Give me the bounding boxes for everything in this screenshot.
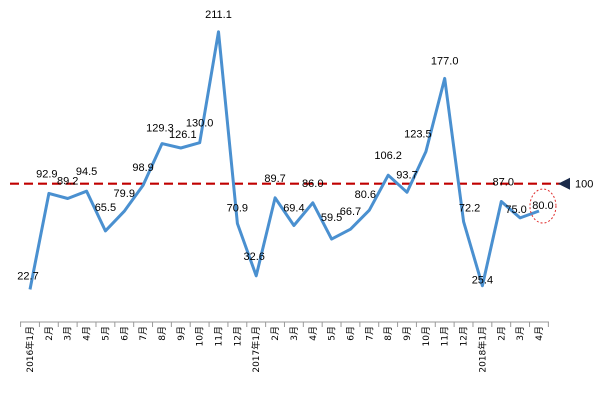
data-label: 106.2 bbox=[374, 150, 402, 162]
data-label: 69.4 bbox=[283, 203, 304, 215]
data-label: 72.2 bbox=[459, 203, 480, 215]
data-label: 70.9 bbox=[227, 202, 248, 214]
data-label: 211.1 bbox=[205, 9, 232, 21]
x-tick-label: 2月 bbox=[44, 326, 55, 341]
data-labels-group: 22.7 92.989.294.5 65.5 79.9 98.9 129.3126.113… bbox=[17, 9, 557, 287]
x-tick-label: 10月 bbox=[421, 326, 432, 346]
x-tick-label: 11月 bbox=[440, 326, 451, 346]
x-tick-label: 5月 bbox=[327, 326, 338, 341]
x-tick-label: 6月 bbox=[345, 326, 356, 341]
data-label: 80.0 bbox=[532, 200, 553, 212]
data-label: 92.9 bbox=[36, 168, 57, 180]
reference-line-group: 100 bbox=[10, 177, 593, 191]
data-label: 123.5 bbox=[404, 129, 432, 141]
data-label: 89.7 bbox=[264, 173, 285, 185]
x-tick-label: 11月 bbox=[214, 326, 225, 346]
x-tick-label: 4月 bbox=[534, 326, 545, 341]
x-tick-label: 7月 bbox=[364, 326, 375, 341]
x-tick-labels-group: 2016年1月 2月 3月 4月 5月 6月 7月 8月 9月 10月 11月 12月 2017年1月 2… bbox=[24, 326, 545, 373]
x-tick-label: 3月 bbox=[515, 326, 526, 341]
data-label: 66.7 bbox=[340, 206, 361, 218]
data-label: 65.5 bbox=[95, 202, 116, 214]
x-tick-label: 2018年1月 bbox=[476, 326, 488, 373]
x-tick-label: 9月 bbox=[176, 326, 187, 341]
data-label: 130.0 bbox=[186, 118, 214, 130]
x-tick-label: 2月 bbox=[496, 326, 507, 341]
x-tick-label: 9月 bbox=[402, 326, 413, 341]
x-tick-label: 4月 bbox=[82, 326, 93, 341]
x-tick-label: 2016年1月 bbox=[24, 326, 36, 373]
data-label: 93.7 bbox=[396, 169, 417, 181]
data-label: 22.7 bbox=[17, 270, 38, 282]
x-tick-label: 2017年1月 bbox=[250, 326, 262, 373]
reference-label: 100 bbox=[575, 179, 593, 191]
data-label: 89.2 bbox=[57, 175, 78, 187]
reference-marker-icon bbox=[558, 177, 570, 190]
x-axis bbox=[20, 321, 549, 327]
x-tick-label: 8月 bbox=[157, 326, 168, 341]
data-label: 25.4 bbox=[472, 275, 493, 287]
data-label: 86.0 bbox=[302, 178, 323, 190]
data-label: 126.1 bbox=[169, 129, 197, 141]
data-label: 80.6 bbox=[355, 189, 376, 201]
series-line bbox=[28, 30, 540, 290]
x-tick-label: 2月 bbox=[270, 326, 281, 341]
data-label: 98.9 bbox=[132, 162, 153, 174]
data-label: 59.5 bbox=[321, 212, 342, 224]
x-tick-label: 12月 bbox=[232, 326, 243, 346]
data-label: 94.5 bbox=[76, 166, 97, 178]
data-label: 79.9 bbox=[114, 188, 135, 200]
data-label: 32.6 bbox=[243, 251, 264, 263]
x-tick-label: 4月 bbox=[308, 326, 319, 341]
x-tick-label: 10月 bbox=[195, 326, 206, 346]
data-label: 75.0 bbox=[505, 204, 526, 216]
x-tick-label: 7月 bbox=[138, 326, 149, 341]
x-tick-label: 12月 bbox=[459, 326, 470, 346]
x-tick-label: 3月 bbox=[289, 326, 300, 341]
x-tick-label: 8月 bbox=[383, 326, 394, 341]
data-label: 177.0 bbox=[431, 55, 459, 67]
x-tick-label: 6月 bbox=[119, 326, 130, 341]
x-tick-label: 3月 bbox=[63, 326, 74, 341]
x-tick-label: 5月 bbox=[100, 326, 111, 341]
highlight-circle bbox=[529, 188, 557, 224]
data-label: 87.0 bbox=[493, 176, 514, 188]
data-label: 129.3 bbox=[146, 123, 174, 135]
series-line-group bbox=[28, 30, 540, 290]
